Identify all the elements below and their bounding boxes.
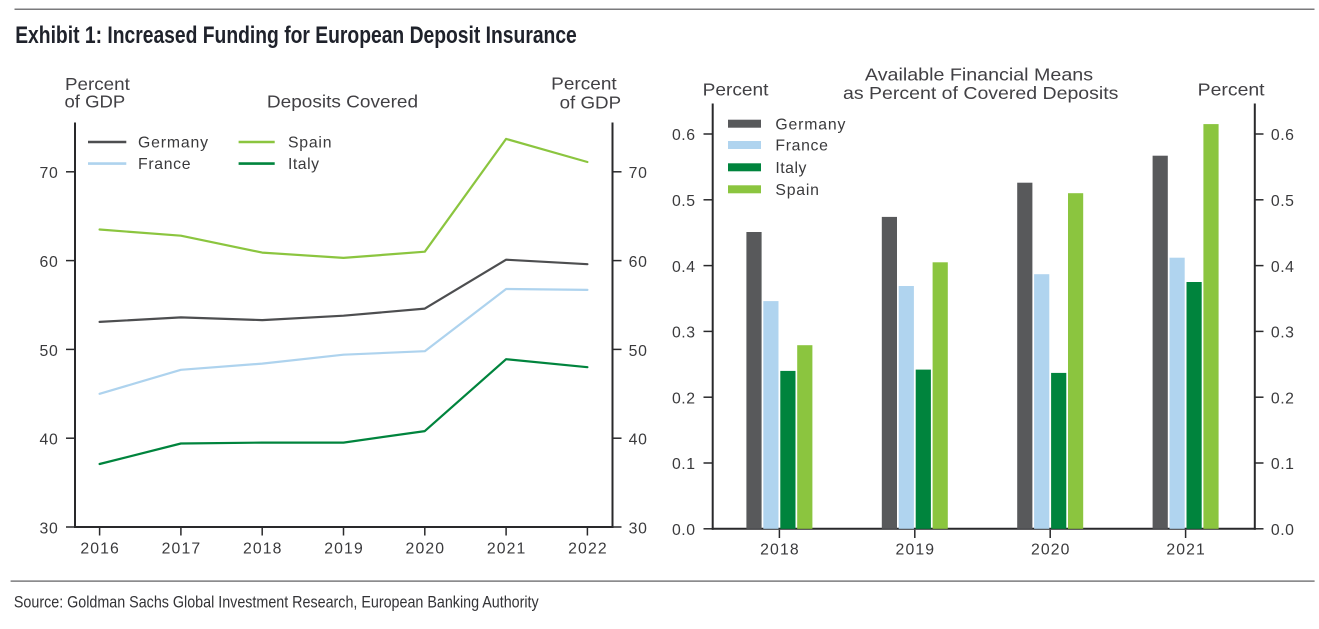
svg-text:60: 60	[40, 254, 59, 271]
svg-text:Deposits Covered: Deposits Covered	[267, 92, 418, 112]
svg-text:Available Financial Means: Available Financial Means	[865, 65, 1094, 85]
svg-text:2018: 2018	[760, 542, 799, 559]
svg-text:of GDP: of GDP	[65, 92, 126, 112]
svg-text:40: 40	[629, 432, 648, 449]
svg-text:2018: 2018	[243, 540, 282, 557]
svg-text:Percent: Percent	[551, 74, 617, 94]
svg-text:Spain: Spain	[288, 135, 332, 152]
svg-text:2019: 2019	[896, 542, 935, 559]
svg-text:0.5: 0.5	[672, 193, 695, 210]
svg-text:Exhibit 1: Increased Funding f: Exhibit 1: Increased Funding for Europea…	[15, 23, 577, 49]
svg-text:2021: 2021	[487, 540, 526, 557]
svg-text:Percent: Percent	[65, 74, 130, 94]
svg-text:Percent: Percent	[703, 79, 769, 99]
svg-text:2016: 2016	[80, 540, 119, 557]
svg-text:50: 50	[40, 343, 59, 360]
svg-text:0.0: 0.0	[672, 522, 695, 539]
svg-text:2021: 2021	[1166, 542, 1205, 559]
svg-text:0.1: 0.1	[1271, 456, 1294, 473]
svg-text:70: 70	[40, 165, 59, 182]
svg-text:0.4: 0.4	[1271, 259, 1294, 276]
svg-text:2020: 2020	[1031, 542, 1070, 559]
svg-text:Spain: Spain	[775, 182, 819, 199]
svg-text:Germany: Germany	[138, 135, 208, 152]
svg-text:France: France	[138, 156, 191, 173]
svg-text:30: 30	[40, 520, 59, 537]
svg-text:0.2: 0.2	[672, 390, 695, 407]
svg-text:0.6: 0.6	[1271, 127, 1294, 144]
svg-text:70: 70	[629, 165, 648, 182]
svg-text:of GDP: of GDP	[560, 92, 622, 112]
svg-text:Italy: Italy	[775, 160, 806, 177]
svg-text:30: 30	[629, 520, 648, 537]
svg-text:0.6: 0.6	[672, 127, 695, 144]
svg-text:2020: 2020	[406, 540, 445, 557]
svg-text:0.1: 0.1	[672, 456, 695, 473]
svg-text:60: 60	[629, 254, 648, 271]
svg-text:Source: Goldman Sachs Global I: Source: Goldman Sachs Global Investment …	[14, 592, 539, 611]
svg-text:0.5: 0.5	[1271, 193, 1294, 210]
svg-text:2022: 2022	[568, 540, 607, 557]
svg-text:0.2: 0.2	[1271, 390, 1294, 407]
svg-text:Percent: Percent	[1198, 80, 1265, 100]
svg-text:50: 50	[629, 343, 648, 360]
svg-text:Italy: Italy	[288, 156, 319, 173]
svg-text:0.3: 0.3	[672, 325, 695, 342]
svg-text:Germany: Germany	[775, 116, 845, 133]
svg-text:0.0: 0.0	[1271, 522, 1294, 539]
svg-text:0.4: 0.4	[672, 259, 695, 276]
svg-text:2019: 2019	[324, 540, 363, 557]
svg-text:2017: 2017	[162, 540, 201, 557]
svg-text:France: France	[775, 138, 828, 155]
svg-text:40: 40	[40, 432, 59, 449]
svg-text:0.3: 0.3	[1271, 325, 1294, 342]
svg-text:as Percent of Covered Deposits: as Percent of Covered Deposits	[843, 83, 1119, 103]
